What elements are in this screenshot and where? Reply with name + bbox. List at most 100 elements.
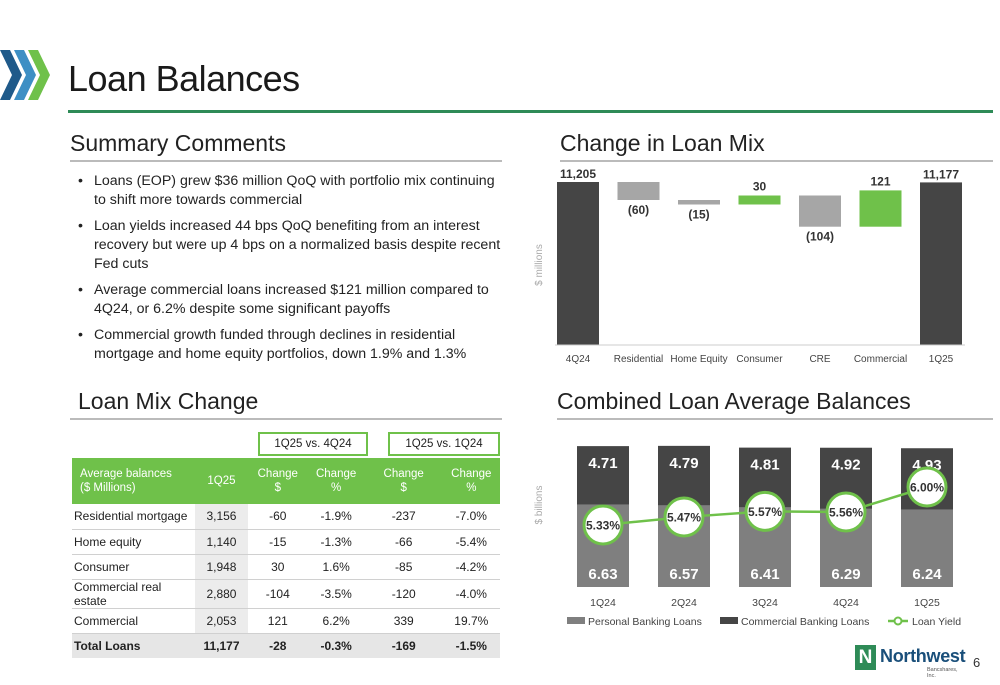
commercial-data-label: 4.71 bbox=[588, 455, 617, 472]
stacked-chart: $ billions 6.63 4.71 1Q24 6.57 4.79 2Q24 6.41 4.… bbox=[534, 445, 961, 628]
table-cell: -104 bbox=[248, 579, 308, 609]
table-cell: -3.5% bbox=[307, 579, 365, 609]
waterfall-bar bbox=[920, 182, 962, 345]
table-cell: 30 bbox=[248, 554, 308, 580]
table-cell: -1.9% bbox=[307, 504, 365, 530]
table-cell: -5.4% bbox=[442, 529, 500, 555]
personal-data-label: 6.57 bbox=[669, 566, 698, 583]
yield-data-label: 5.33% bbox=[586, 519, 620, 533]
header-text: Change $ bbox=[257, 468, 298, 494]
table-header: Change % bbox=[307, 458, 365, 504]
table-cell: Total Loans bbox=[72, 633, 195, 658]
table-cell: -60 bbox=[248, 504, 308, 530]
table-cell: -0.3% bbox=[307, 633, 365, 658]
table-cell: Commercial bbox=[72, 608, 195, 634]
legend-label: Personal Banking Loans bbox=[588, 616, 702, 628]
header-text: 1Q25 bbox=[207, 475, 236, 487]
table-cell: -7.0% bbox=[442, 504, 500, 530]
group-header-yoy: 1Q25 vs. 1Q24 bbox=[388, 432, 500, 456]
data-label: (60) bbox=[628, 203, 649, 217]
summary-bullet: Commercial growth funded through decline… bbox=[78, 326, 508, 364]
summary-bullet: Loans (EOP) grew $36 million QoQ with po… bbox=[78, 172, 508, 210]
brand-letter-icon: N bbox=[855, 645, 876, 670]
table-cell: -4.2% bbox=[442, 554, 500, 580]
brand-arrows-icon bbox=[0, 50, 50, 100]
waterfall-bar bbox=[617, 182, 660, 200]
group-header-qoq: 1Q25 vs. 4Q24 bbox=[258, 432, 368, 456]
waterfall-bar bbox=[799, 195, 841, 227]
yield-data-label: 5.57% bbox=[748, 505, 782, 519]
yield-data-label: 5.47% bbox=[667, 511, 701, 525]
personal-data-label: 6.63 bbox=[588, 566, 617, 583]
x-tick-label: Home Equity bbox=[670, 354, 727, 365]
table-cell: Commercial real estate bbox=[72, 579, 195, 609]
loan-mix-chart-title: Change in Loan Mix bbox=[560, 130, 765, 156]
table-row: Consumer 1,948 30 1.6% -85 -4.2% bbox=[72, 554, 500, 580]
waterfall-chart: $ millions 11,205 4Q24 (60) Residential (15) H… bbox=[534, 167, 965, 365]
table-cell: -1.5% bbox=[442, 633, 500, 658]
header-text: Average balances ($ Millions) bbox=[80, 468, 172, 494]
table-cell: -1.3% bbox=[307, 529, 365, 555]
yield-point bbox=[825, 491, 867, 533]
legend-swatch-personal bbox=[567, 617, 585, 624]
title-rule bbox=[68, 110, 993, 113]
table-cell: 1,140 bbox=[194, 529, 249, 555]
commercial-bar bbox=[658, 445, 710, 506]
table-cell: -120 bbox=[364, 579, 443, 609]
table-cell: 121 bbox=[248, 608, 308, 634]
table-header: Change $ bbox=[248, 458, 308, 504]
commercial-bar bbox=[577, 446, 629, 505]
waterfall-bar bbox=[738, 195, 781, 205]
brand-name: Northwest bbox=[880, 646, 966, 666]
personal-data-label: 6.24 bbox=[912, 566, 942, 583]
brand-sub: Bancshares, Inc. bbox=[927, 667, 958, 679]
table-cell: Residential mortgage bbox=[72, 504, 195, 530]
table-cell: 11,177 bbox=[194, 633, 249, 658]
table-cell: 6.2% bbox=[307, 608, 365, 634]
yield-point bbox=[663, 496, 705, 538]
y-axis-label: $ millions bbox=[534, 244, 545, 286]
header-text: Change % bbox=[451, 468, 492, 494]
table-total-row: Total Loans 11,177 -28 -0.3% -169 -1.5% bbox=[72, 633, 500, 658]
commercial-data-label: 4.79 bbox=[669, 455, 698, 472]
page-title: Loan Balances bbox=[68, 58, 300, 99]
x-tick-label: 1Q25 bbox=[914, 597, 940, 609]
x-tick-label: 4Q24 bbox=[833, 597, 859, 609]
mix-table-title: Loan Mix Change bbox=[78, 388, 259, 414]
legend-label: Loan Yield bbox=[912, 616, 961, 628]
x-tick-label: Residential bbox=[614, 354, 663, 365]
summary-bullet: Loan yields increased 44 bps QoQ benefit… bbox=[78, 217, 508, 274]
data-label: 30 bbox=[753, 180, 767, 194]
table-cell: -4.0% bbox=[442, 579, 500, 609]
yield-point bbox=[906, 466, 948, 508]
commercial-data-label: 4.81 bbox=[750, 457, 779, 474]
yield-data-label: 5.56% bbox=[829, 505, 863, 519]
header-text: Change $ bbox=[383, 468, 424, 494]
table-header: 1Q25 bbox=[194, 458, 249, 504]
data-label: 11,205 bbox=[560, 167, 596, 181]
brand-logo: N Northwest Bancshares, Inc. bbox=[855, 645, 966, 679]
waterfall-bar bbox=[859, 190, 902, 227]
x-tick-label: Consumer bbox=[736, 354, 783, 365]
table-row: Commercial real estate 2,880 -104 -3.5% -120… bbox=[72, 579, 500, 609]
loan-mix-rule bbox=[560, 160, 993, 162]
mix-table: Average balances ($ Millions) 1Q25 Chang… bbox=[72, 458, 500, 658]
table-cell: -15 bbox=[248, 529, 308, 555]
table-cell: 2,053 bbox=[194, 608, 249, 634]
x-tick-label: 1Q25 bbox=[929, 354, 954, 365]
table-cell: -66 bbox=[364, 529, 443, 555]
summary-title: Summary Comments bbox=[70, 130, 286, 156]
data-label: 121 bbox=[870, 174, 890, 188]
x-tick-label: 4Q24 bbox=[566, 354, 591, 365]
table-cell: Consumer bbox=[72, 554, 195, 580]
yield-point bbox=[582, 504, 624, 546]
summary-bullet: Average commercial loans increased $121 … bbox=[78, 281, 508, 319]
summary-rule bbox=[70, 160, 502, 162]
table-row: Commercial 2,053 121 6.2% 339 19.7% bbox=[72, 608, 500, 634]
personal-bar bbox=[901, 509, 953, 587]
table-cell: 339 bbox=[364, 608, 443, 634]
table-cell: -85 bbox=[364, 554, 443, 580]
x-tick-label: 2Q24 bbox=[671, 597, 697, 609]
legend-label: Commercial Banking Loans bbox=[741, 616, 869, 628]
personal-data-label: 6.29 bbox=[831, 566, 860, 583]
